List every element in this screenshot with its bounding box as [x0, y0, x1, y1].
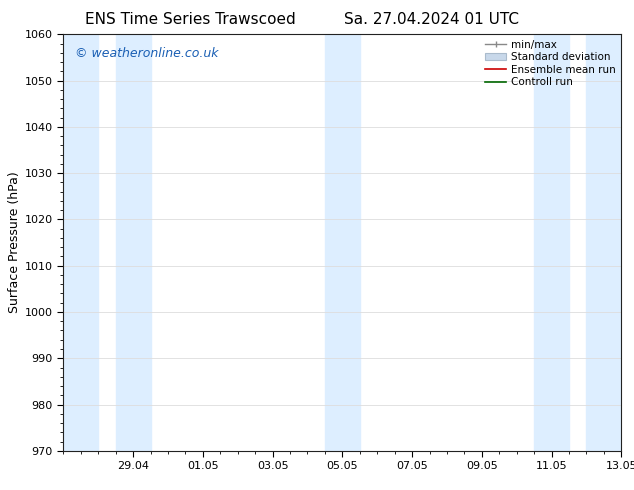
Text: ENS Time Series Trawscoed: ENS Time Series Trawscoed	[85, 12, 295, 27]
Bar	[586, 34, 621, 451]
Bar	[325, 34, 359, 451]
Legend: min/max, Standard deviation, Ensemble mean run, Controll run: min/max, Standard deviation, Ensemble me…	[482, 36, 619, 91]
Text: Sa. 27.04.2024 01 UTC: Sa. 27.04.2024 01 UTC	[344, 12, 519, 27]
Y-axis label: Surface Pressure (hPa): Surface Pressure (hPa)	[8, 172, 21, 314]
Bar	[534, 34, 569, 451]
Bar	[115, 34, 150, 451]
Text: © weatheronline.co.uk: © weatheronline.co.uk	[75, 47, 218, 60]
Bar	[63, 34, 98, 451]
